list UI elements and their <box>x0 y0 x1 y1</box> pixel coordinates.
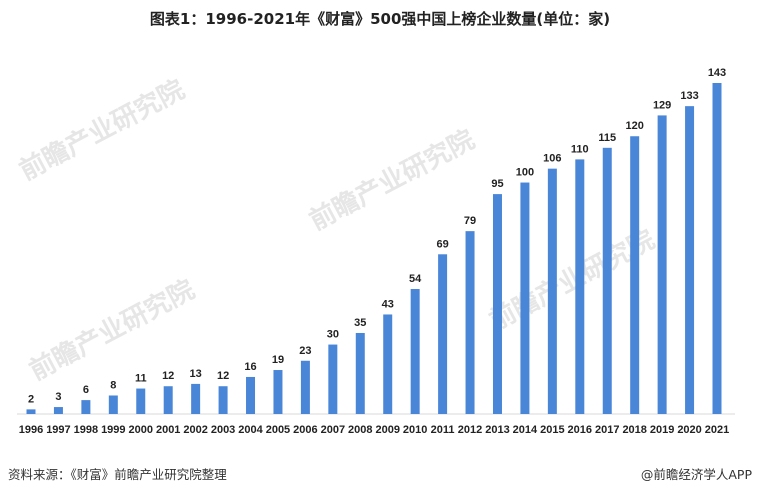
bar-2013 <box>492 194 502 414</box>
x-tick-label-2010: 2010 <box>403 424 427 436</box>
bar-1999 <box>108 395 118 414</box>
bar-2007 <box>328 344 338 414</box>
x-tick-label-1999: 1999 <box>101 424 125 436</box>
x-tick-label-1998: 1998 <box>74 424 98 436</box>
data-label-2008: 35 <box>354 317 366 329</box>
bar-1998 <box>81 400 91 414</box>
x-tick-label-2011: 2011 <box>431 424 455 436</box>
bar-2000 <box>136 388 146 414</box>
data-label-2018: 120 <box>626 120 644 132</box>
x-tick-label-2003: 2003 <box>211 424 235 436</box>
data-label-1999: 8 <box>110 379 116 391</box>
x-tick-label-2021: 2021 <box>705 424 729 436</box>
data-label-2012: 79 <box>464 215 476 227</box>
bar-2017 <box>602 147 612 414</box>
x-tick-label-2005: 2005 <box>266 424 290 436</box>
x-tick-label-2002: 2002 <box>183 424 207 436</box>
bar-2016 <box>575 159 585 414</box>
bar-2010 <box>410 289 420 414</box>
x-tick-label-2004: 2004 <box>238 424 263 436</box>
bar-1997 <box>53 407 63 414</box>
bar-2015 <box>547 168 557 414</box>
bar-2018 <box>630 136 640 414</box>
bar-2003 <box>218 386 228 414</box>
data-label-2017: 115 <box>598 132 616 144</box>
data-label-1996: 2 <box>28 393 34 405</box>
data-label-1997: 3 <box>55 391 61 403</box>
chart-title: 图表1：1996-2021年《财富》500强中国上榜企业数量(单位：家) <box>149 10 611 28</box>
x-tick-label-2020: 2020 <box>677 424 701 436</box>
x-tick-label-2015: 2015 <box>540 424 564 436</box>
x-tick-label-2013: 2013 <box>485 424 509 436</box>
bar-2009 <box>383 314 393 414</box>
bar-2011 <box>438 254 448 414</box>
data-label-2021: 143 <box>708 67 726 79</box>
bar-2012 <box>465 231 475 414</box>
bar-2006 <box>300 360 310 414</box>
data-label-2006: 23 <box>299 345 311 357</box>
x-tick-label-2000: 2000 <box>129 424 153 436</box>
data-label-2009: 43 <box>382 298 394 310</box>
data-label-2003: 12 <box>217 370 229 382</box>
bar-chart: 2 1996 3 1997 6 1998 8 1999 11 2000 12 2001 13 2002 12… <box>17 67 735 436</box>
bar-2008 <box>355 332 365 414</box>
data-label-2005: 19 <box>272 354 284 366</box>
data-label-2016: 110 <box>571 143 589 155</box>
bar-2004 <box>246 376 256 414</box>
source-note: 资料来源：《财富》前瞻产业研究院整理 <box>8 467 227 482</box>
bar-2005 <box>273 370 283 414</box>
x-tick-label-2014: 2014 <box>513 424 538 436</box>
bar-2002 <box>191 383 201 414</box>
data-label-2019: 129 <box>653 99 671 111</box>
x-tick-label-2018: 2018 <box>622 424 646 436</box>
data-label-2014: 100 <box>516 167 534 179</box>
x-tick-label-2008: 2008 <box>348 424 372 436</box>
bar-2001 <box>163 386 173 414</box>
data-label-2013: 95 <box>491 178 503 190</box>
x-tick-label-2019: 2019 <box>650 424 674 436</box>
data-label-2000: 11 <box>135 373 147 385</box>
x-tick-label-2007: 2007 <box>321 424 345 436</box>
data-label-2002: 13 <box>190 368 202 380</box>
data-label-2015: 106 <box>543 153 561 165</box>
data-label-2011: 69 <box>436 238 448 250</box>
x-tick-label-2016: 2016 <box>568 424 592 436</box>
x-tick-label-1997: 1997 <box>46 424 70 436</box>
data-label-2004: 16 <box>244 361 256 373</box>
data-label-1998: 6 <box>83 384 89 396</box>
bar-2020 <box>685 106 695 414</box>
x-tick-label-2017: 2017 <box>595 424 619 436</box>
x-tick-label-2001: 2001 <box>156 424 180 436</box>
x-tick-label-1996: 1996 <box>19 424 43 436</box>
data-label-2020: 133 <box>680 90 698 102</box>
x-tick-label-2009: 2009 <box>375 424 399 436</box>
brand-label: @前瞻经济学人APP <box>640 467 752 482</box>
bar-2014 <box>520 182 530 414</box>
data-label-2010: 54 <box>409 273 422 285</box>
bar-2019 <box>657 115 667 415</box>
x-tick-label-2012: 2012 <box>458 424 482 436</box>
data-label-2007: 30 <box>327 329 339 341</box>
x-tick-label-2006: 2006 <box>293 424 317 436</box>
data-label-2001: 12 <box>162 370 174 382</box>
bar-1996 <box>26 409 36 414</box>
bar-2021 <box>712 83 722 414</box>
